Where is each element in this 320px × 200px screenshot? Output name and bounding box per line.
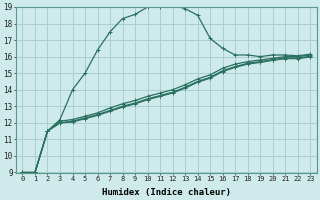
X-axis label: Humidex (Indice chaleur): Humidex (Indice chaleur): [102, 188, 231, 197]
